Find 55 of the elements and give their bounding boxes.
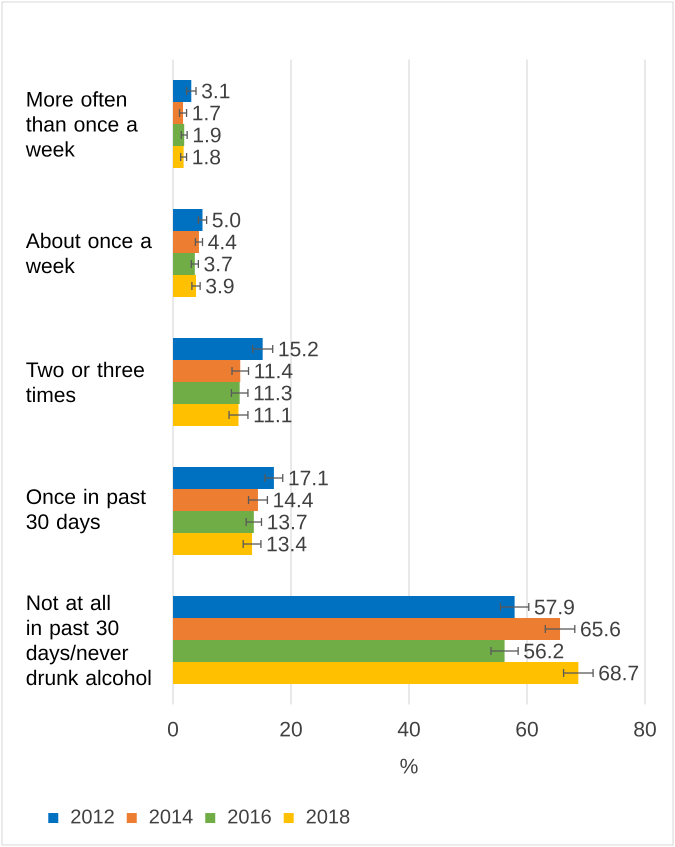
y-tick-label: More often than once a week [26, 91, 138, 157]
bar [173, 382, 240, 404]
data-label: 3.7 [204, 256, 232, 272]
y-tick-label: About once a week [26, 232, 152, 274]
bar [173, 467, 274, 490]
bar [173, 124, 184, 146]
bar [173, 102, 184, 124]
y-tick-label: Once in past 30 days [26, 488, 146, 534]
data-label: 15.2 [280, 342, 318, 356]
legend-label: 2018 [306, 809, 350, 824]
data-label: 1.9 [194, 128, 221, 142]
data-label: 11.4 [255, 364, 292, 378]
x-tick-label: 40 [398, 722, 420, 737]
bar [173, 146, 184, 168]
legend-label: 2012 [71, 809, 114, 824]
y-tick-label: Not at all in past 30 days/never drunk alcohol [26, 594, 150, 686]
bar [173, 533, 252, 556]
bar [173, 338, 263, 360]
bar [173, 596, 515, 618]
data-label: 3.9 [206, 278, 234, 294]
bar [173, 231, 199, 254]
data-label: 56.2 [524, 644, 564, 658]
y-tick-label: Two or three times [26, 362, 144, 402]
data-label: 57.9 [534, 600, 574, 614]
x-tick-label: 20 [280, 722, 302, 737]
data-label: 17.1 [290, 470, 328, 486]
data-label: 1.8 [193, 150, 220, 164]
bar [173, 618, 560, 640]
legend-label: 2016 [228, 809, 271, 824]
data-label: 11.3 [254, 386, 292, 400]
bar [173, 489, 258, 512]
x-axis-title: % [400, 758, 418, 774]
data-label: 68.7 [599, 666, 638, 680]
data-label: 13.4 [268, 536, 306, 552]
x-tick-label: 60 [516, 722, 538, 737]
bar [173, 404, 238, 426]
data-label: 65.6 [581, 622, 620, 636]
data-label: 3.1 [202, 84, 230, 98]
legend-label: 2014 [150, 809, 193, 824]
x-tick-label: 80 [634, 722, 656, 737]
bar [173, 511, 254, 534]
bar [173, 662, 578, 684]
x-tick-label: 0 [168, 722, 178, 737]
bar [173, 80, 192, 102]
bar [173, 275, 196, 298]
data-label: 13.7 [268, 514, 307, 530]
data-label: 1.7 [193, 106, 220, 120]
data-label: 5.0 [212, 212, 240, 228]
bar [173, 209, 202, 232]
bar [173, 253, 195, 276]
bar [173, 640, 505, 662]
data-label: 11.1 [254, 408, 292, 422]
data-label: 4.4 [208, 234, 236, 250]
bar [173, 360, 240, 382]
data-label: 14.4 [274, 492, 313, 508]
